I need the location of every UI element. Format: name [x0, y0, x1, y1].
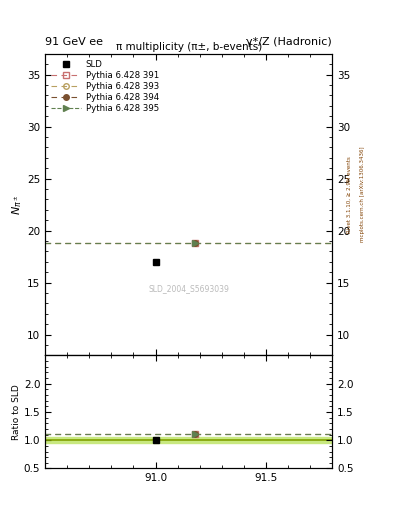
Text: Rivet 3.1.10, ≥ 2.9M events: Rivet 3.1.10, ≥ 2.9M events	[347, 156, 352, 233]
Title: π multiplicity (π±, b-events): π multiplicity (π±, b-events)	[116, 41, 262, 52]
Text: γ*/Z (Hadronic): γ*/Z (Hadronic)	[246, 37, 332, 47]
Text: mcplots.cern.ch [arXiv:1306.3436]: mcplots.cern.ch [arXiv:1306.3436]	[360, 147, 365, 242]
Legend: SLD, Pythia 6.428 391, Pythia 6.428 393, Pythia 6.428 394, Pythia 6.428 395: SLD, Pythia 6.428 391, Pythia 6.428 393,…	[50, 58, 161, 115]
Text: SLD_2004_S5693039: SLD_2004_S5693039	[148, 285, 229, 293]
Bar	[45, 437, 332, 443]
Y-axis label: $N_{\pi^\pm}$: $N_{\pi^\pm}$	[11, 195, 24, 215]
Text: 91 GeV ee: 91 GeV ee	[45, 37, 103, 47]
Y-axis label: Ratio to SLD: Ratio to SLD	[12, 384, 21, 440]
